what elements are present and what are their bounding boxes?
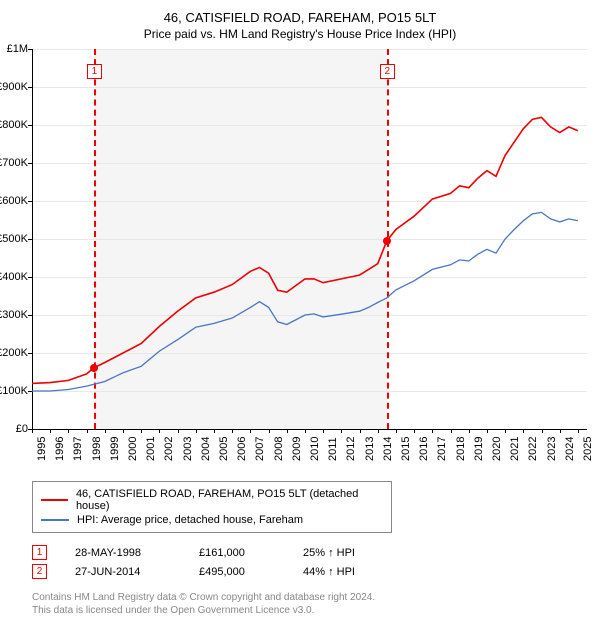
- x-tick-label: 1999: [109, 437, 121, 461]
- y-tick-label: £900K: [0, 81, 28, 93]
- y-tick-label: £800K: [0, 119, 28, 131]
- legend-swatch: [41, 499, 68, 501]
- sales-table: 1 28-MAY-1998 £161,000 25% ↑ HPI 2 27-JU…: [32, 543, 588, 581]
- x-tick-label: 2020: [491, 437, 503, 461]
- legend-label: 46, CATISFIELD ROAD, FAREHAM, PO15 5LT (…: [76, 488, 383, 512]
- sale-price: £495,000: [199, 566, 279, 578]
- x-tick-label: 2015: [400, 437, 412, 461]
- sale-pct: 25% ↑ HPI: [303, 547, 355, 559]
- x-tick-label: 2013: [364, 437, 376, 461]
- x-tick-label: 2021: [509, 437, 521, 461]
- x-tick-label: 1998: [91, 437, 103, 461]
- x-tick-label: 2018: [455, 437, 467, 461]
- x-tick-label: 2002: [163, 437, 175, 461]
- legend-item: HPI: Average price, detached house, Fare…: [41, 513, 383, 527]
- y-tick-label: £1M: [7, 43, 28, 55]
- x-tick-label: 2022: [527, 437, 539, 461]
- legend-item: 46, CATISFIELD ROAD, FAREHAM, PO15 5LT (…: [41, 487, 383, 513]
- y-tick-label: £0: [16, 423, 28, 435]
- sales-row: 1 28-MAY-1998 £161,000 25% ↑ HPI: [32, 543, 588, 562]
- x-tick-label: 2005: [218, 437, 230, 461]
- x-tick-label: 2000: [127, 437, 139, 461]
- x-tick-label: 2001: [145, 437, 157, 461]
- legend-swatch: [41, 519, 69, 521]
- x-tick-label: 2024: [564, 437, 576, 461]
- y-tick-label: £200K: [0, 347, 28, 359]
- x-tick-label: 2006: [236, 437, 248, 461]
- sale-date: 27-JUN-2014: [75, 566, 175, 578]
- sale-price: £161,000: [199, 547, 279, 559]
- sale-marker-box: 2: [32, 564, 47, 579]
- x-tick-label: 1995: [36, 437, 48, 461]
- x-tick-label: 2025: [582, 437, 594, 461]
- attribution: Contains HM Land Registry data © Crown c…: [32, 591, 588, 617]
- x-tick-label: 2004: [200, 437, 212, 461]
- x-tick-label: 2008: [273, 437, 285, 461]
- chart-lines: [32, 49, 587, 429]
- x-tick-label: 2003: [182, 437, 194, 461]
- chart-plot-area: £0£100K£200K£300K£400K£500K£600K£700K£80…: [32, 49, 587, 429]
- x-tick-label: 2023: [546, 437, 558, 461]
- chart-subtitle: Price paid vs. HM Land Registry's House …: [12, 27, 588, 41]
- x-tick-label: 2009: [291, 437, 303, 461]
- series-hpi: [32, 212, 578, 391]
- y-tick-label: £500K: [0, 233, 28, 245]
- y-tick-label: £100K: [0, 385, 28, 397]
- y-tick-label: £600K: [0, 195, 28, 207]
- x-tick-label: 2014: [382, 437, 394, 461]
- x-tick-label: 2016: [418, 437, 430, 461]
- legend: 46, CATISFIELD ROAD, FAREHAM, PO15 5LT (…: [32, 481, 392, 533]
- chart-container: 46, CATISFIELD ROAD, FAREHAM, PO15 5LT P…: [0, 0, 600, 560]
- x-tick-label: 2012: [345, 437, 357, 461]
- x-tick-label: 2011: [327, 437, 339, 461]
- y-tick-label: £700K: [0, 157, 28, 169]
- sale-date: 28-MAY-1998: [75, 547, 175, 559]
- attribution-line: Contains HM Land Registry data © Crown c…: [32, 591, 588, 604]
- y-tick-label: £300K: [0, 309, 28, 321]
- attribution-line: This data is licensed under the Open Gov…: [32, 604, 588, 617]
- x-tick-label: 2017: [436, 437, 448, 461]
- sale-marker-box: 1: [32, 545, 47, 560]
- x-tick-label: 2019: [473, 437, 485, 461]
- sales-row: 2 27-JUN-2014 £495,000 44% ↑ HPI: [32, 562, 588, 581]
- x-tick-label: 2010: [309, 437, 321, 461]
- chart-title: 46, CATISFIELD ROAD, FAREHAM, PO15 5LT: [12, 10, 588, 25]
- series-price_paid: [32, 117, 578, 383]
- y-tick-label: £400K: [0, 271, 28, 283]
- x-tick-label: 1997: [72, 437, 84, 461]
- legend-label: HPI: Average price, detached house, Fare…: [77, 514, 303, 526]
- x-tick-label: 2007: [254, 437, 266, 461]
- x-tick-label: 1996: [54, 437, 66, 461]
- x-axis: 1995 1996 1997 1998 1999 2000 2001 2002 2003 2004…: [32, 429, 587, 471]
- sale-pct: 44% ↑ HPI: [303, 566, 355, 578]
